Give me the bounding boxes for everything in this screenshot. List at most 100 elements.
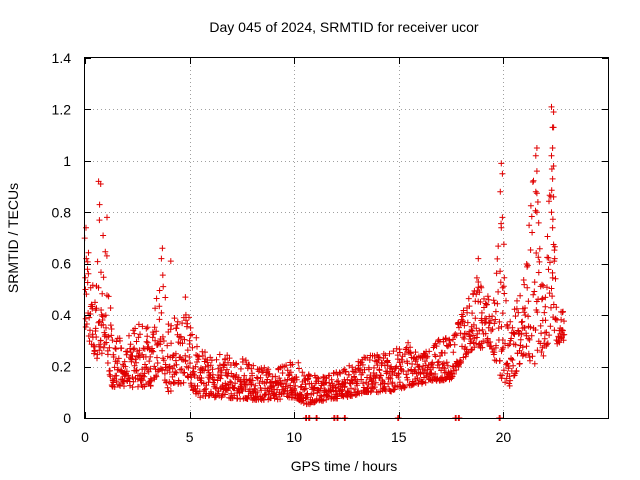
data-point (249, 377, 256, 384)
data-point (97, 337, 104, 344)
data-point (419, 379, 426, 385)
y-tick-label: 0.4 (52, 307, 72, 323)
data-point (118, 345, 125, 352)
data-point (194, 343, 200, 350)
data-point (84, 258, 91, 265)
data-point (287, 369, 294, 376)
data-point (402, 383, 408, 390)
data-point (422, 358, 428, 365)
data-point (148, 377, 155, 384)
data-point (189, 344, 196, 351)
data-point (193, 334, 200, 341)
data-point (432, 371, 439, 377)
data-point (104, 351, 111, 358)
data-point (104, 360, 111, 366)
data-point (387, 375, 394, 382)
data-point (167, 258, 174, 265)
data-point (345, 371, 352, 378)
data-point (494, 300, 501, 307)
data-point (482, 300, 489, 307)
data-point (548, 152, 555, 159)
y-tick-label: 0.8 (52, 204, 72, 220)
data-point (561, 331, 568, 338)
data-point (143, 338, 150, 345)
data-point (178, 356, 185, 363)
data-point (508, 356, 515, 362)
data-point (304, 390, 311, 397)
data-point (317, 385, 324, 392)
data-point (112, 345, 119, 352)
grid-lines (85, 58, 608, 418)
data-point (539, 281, 545, 288)
data-point (441, 365, 448, 372)
data-point (477, 299, 484, 305)
data-point (541, 335, 548, 342)
data-point (532, 188, 539, 195)
data-point (192, 363, 199, 370)
data-point (289, 361, 296, 368)
data-point (326, 372, 333, 379)
data-point (160, 338, 167, 344)
data-point (265, 371, 272, 378)
data-point (186, 314, 192, 321)
data-point (534, 309, 541, 316)
data-point (371, 364, 377, 371)
x-tick-label: 0 (81, 429, 89, 445)
data-point (150, 348, 157, 355)
data-point (376, 366, 383, 373)
data-point (111, 384, 118, 390)
data-point (164, 342, 171, 349)
data-point (492, 308, 499, 315)
data-point (495, 288, 502, 295)
data-point (100, 321, 107, 328)
data-point (194, 383, 201, 389)
data-point (184, 347, 191, 354)
data-point (228, 390, 235, 397)
data-point (485, 296, 492, 303)
data-point (182, 357, 189, 364)
data-point (349, 364, 356, 371)
x-tick-label: 10 (286, 429, 302, 445)
data-point (547, 259, 553, 266)
data-point (531, 360, 538, 367)
data-point (94, 351, 101, 358)
data-point (495, 243, 502, 250)
data-point (217, 375, 224, 382)
data-point (197, 394, 204, 401)
data-point (137, 331, 143, 338)
data-point (103, 252, 110, 259)
data-point (139, 323, 146, 330)
data-point (209, 366, 216, 373)
y-tick-label: 0.6 (52, 256, 72, 272)
data-point (462, 344, 469, 350)
data-point (173, 325, 180, 332)
data-point (144, 339, 151, 346)
data-point (549, 175, 556, 182)
data-point (261, 364, 268, 371)
data-point (435, 358, 442, 365)
data-point (287, 382, 294, 389)
data-point (129, 384, 136, 391)
data-point (105, 293, 112, 300)
data-point (122, 371, 129, 378)
data-point (491, 300, 498, 307)
data-point (196, 353, 203, 360)
data-point (204, 359, 211, 366)
data-point (560, 337, 567, 344)
data-point (195, 356, 202, 363)
data-point (141, 373, 148, 380)
data-point (465, 348, 472, 355)
data-point (550, 109, 557, 115)
data-point (248, 381, 255, 388)
data-point (328, 376, 335, 383)
data-point (156, 303, 163, 310)
data-point (509, 324, 516, 331)
data-point (144, 333, 151, 340)
data-point (110, 379, 117, 386)
data-point (482, 319, 489, 326)
data-point (549, 145, 556, 151)
data-point (162, 361, 169, 368)
data-point (528, 213, 535, 220)
data-point (150, 331, 157, 338)
data-point (513, 367, 520, 374)
